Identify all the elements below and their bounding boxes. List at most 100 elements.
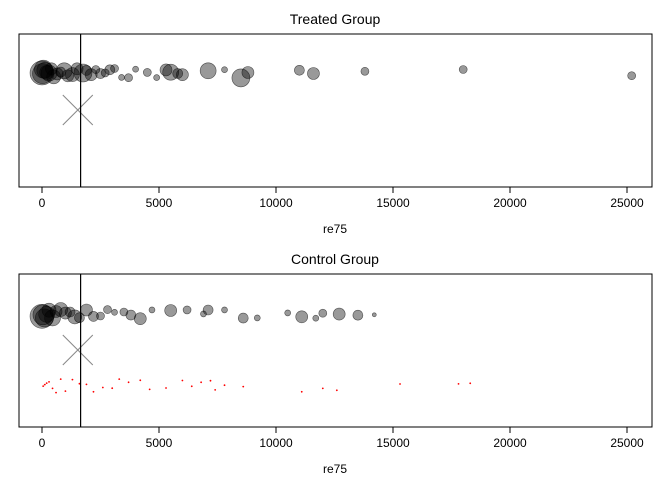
data-point (118, 74, 125, 81)
centroid-marker (62, 334, 94, 366)
data-point (96, 311, 105, 321)
data-point (307, 67, 320, 80)
data-point (48, 381, 50, 383)
data-point (312, 314, 320, 322)
data-point (81, 65, 92, 76)
data-point (332, 307, 346, 321)
plot-frame (18, 273, 653, 428)
x-axis-label: re75 (323, 222, 347, 236)
data-point (181, 379, 184, 382)
data-point (321, 387, 324, 390)
data-point (469, 382, 472, 385)
plot-marks (29, 34, 636, 187)
x-tick-label: 20000 (493, 436, 527, 450)
data-point (110, 64, 119, 73)
data-point (101, 386, 104, 389)
data-point (200, 381, 203, 384)
data-point (132, 65, 139, 73)
data-point (111, 387, 114, 390)
data-point (176, 68, 189, 81)
data-point (284, 309, 292, 317)
data-point (111, 308, 118, 316)
data-point (253, 314, 261, 322)
panel-treated: Treated Group 0 5000 10000 15000 20000 25000 … (18, 11, 653, 236)
centroid-marker (62, 94, 94, 126)
data-point (164, 304, 177, 317)
x-tick-label: 5000 (146, 436, 173, 450)
data-point (45, 382, 48, 384)
data-point (242, 385, 245, 388)
data-point (73, 63, 93, 83)
x-tick-label: 15000 (376, 196, 410, 210)
data-point (91, 65, 101, 74)
data-point (40, 64, 58, 82)
data-point (88, 311, 99, 322)
x-tick-label: 25000 (610, 196, 644, 210)
data-point (78, 382, 81, 385)
data-point (74, 312, 85, 324)
data-point (214, 389, 217, 391)
x-axis: 0 5000 10000 15000 20000 25000 (39, 187, 644, 210)
x-tick-label: 15000 (376, 436, 410, 450)
x-tick-label: 25000 (610, 436, 644, 450)
data-point (148, 388, 151, 391)
data-point (43, 383, 46, 386)
data-point (458, 65, 468, 74)
data-point (95, 68, 106, 79)
data-point (199, 62, 217, 80)
data-point (51, 387, 54, 390)
panel-title: Treated Group (290, 11, 381, 27)
data-point (237, 312, 249, 324)
data-point (165, 387, 167, 389)
data-point (182, 305, 192, 315)
data-point (124, 73, 133, 82)
data-point (103, 305, 112, 314)
data-point (92, 390, 95, 393)
data-point (127, 381, 130, 384)
data-point (300, 390, 303, 393)
x-tick-label: 5000 (146, 196, 173, 210)
data-point (294, 65, 305, 76)
data-point (84, 68, 98, 81)
data-point (125, 309, 137, 321)
data-point (352, 309, 364, 321)
data-point (32, 63, 53, 84)
data-point (190, 385, 193, 388)
data-point (295, 310, 309, 324)
data-point (64, 390, 67, 392)
data-point (49, 305, 63, 318)
x-tick-label: 0 (39, 196, 46, 210)
data-point (371, 312, 377, 318)
data-point (118, 378, 121, 380)
data-point (457, 383, 460, 385)
plot-marks (29, 274, 472, 427)
x-axis: 0 5000 10000 15000 20000 25000 (39, 427, 644, 450)
data-point (55, 391, 57, 394)
data-point (42, 385, 45, 387)
data-point (241, 66, 255, 79)
x-tick-label: 20000 (493, 196, 527, 210)
data-point (221, 306, 228, 314)
data-point (360, 67, 370, 76)
data-point (44, 309, 61, 327)
data-point (85, 383, 88, 386)
data-point (399, 383, 401, 385)
data-point (148, 306, 156, 314)
plot-frame (18, 33, 653, 188)
data-point (209, 379, 212, 382)
data-point (223, 384, 226, 387)
data-point (104, 64, 116, 76)
data-point (221, 66, 228, 73)
data-point (133, 312, 147, 326)
data-point (143, 68, 152, 77)
data-point (335, 389, 338, 392)
data-point (71, 378, 74, 381)
data-point (318, 308, 328, 318)
data-point (162, 63, 179, 81)
data-point (29, 60, 55, 86)
data-point (153, 74, 160, 81)
data-point (59, 378, 62, 380)
x-tick-label: 10000 (259, 436, 293, 450)
data-point (627, 71, 636, 80)
